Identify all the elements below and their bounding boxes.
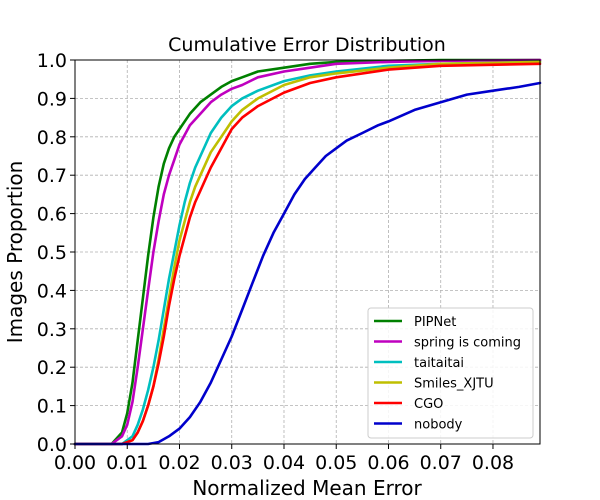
legend-box (367, 307, 534, 439)
y-tick-label: 0.3 (37, 319, 67, 341)
series-line-2 (73, 60, 542, 446)
y-tick-label: 0.1 (37, 396, 67, 418)
legend-label: taitaitai (414, 356, 464, 371)
x-tick-label: 0.04 (263, 452, 305, 474)
legend-label: nobody (414, 418, 463, 433)
y-axis-label: Images Proportion (3, 161, 27, 344)
legend-label: spring is coming (414, 336, 521, 351)
x-tick-label: 0.07 (420, 452, 462, 474)
x-tick-label: 0.06 (367, 452, 409, 474)
x-tick-label: 0.02 (158, 452, 200, 474)
series-line-4 (73, 62, 542, 446)
y-tick-labels: 0.0 0.1 0.2 0.3 0.4 0.5 0.6 0.7 0.8 0.9 1.0 (37, 50, 75, 456)
y-tick-label: 0.7 (37, 165, 67, 187)
legend-label: PIPNet (414, 315, 456, 330)
legend-label: CGO (414, 397, 443, 412)
y-tick-label: 1.0 (37, 50, 67, 72)
y-tick-label: 0.8 (37, 127, 67, 149)
y-tick-label: 0.2 (37, 357, 67, 379)
x-axis-label: Normalized Mean Error (192, 476, 422, 500)
series-line-5 (73, 81, 542, 446)
y-tick-label: 0.0 (37, 434, 67, 456)
x-tick-label: 0.00 (54, 452, 96, 474)
legend-label: Smiles_XJTU (414, 377, 494, 392)
y-tick-label: 0.6 (37, 204, 67, 226)
x-tick-label: 0.08 (472, 452, 514, 474)
x-tick-label: 0.03 (211, 452, 253, 474)
x-tick-label: 0.05 (315, 452, 357, 474)
series-line-0 (73, 58, 542, 446)
y-tick-label: 0.5 (37, 242, 67, 264)
y-tick-label: 0.9 (37, 88, 67, 110)
chart-title: Cumulative Error Distribution (168, 34, 446, 56)
series-line-1 (73, 58, 542, 446)
y-tick-label: 0.4 (37, 280, 67, 302)
legend: PIPNet spring is coming taitaitai Smiles_XJ… (367, 307, 534, 439)
x-tick-labels: 0.00 0.01 0.02 0.03 0.04 0.05 0.06 0.07 0.08 (54, 444, 514, 474)
x-tick-label: 0.01 (106, 452, 148, 474)
series-lines (73, 58, 542, 446)
